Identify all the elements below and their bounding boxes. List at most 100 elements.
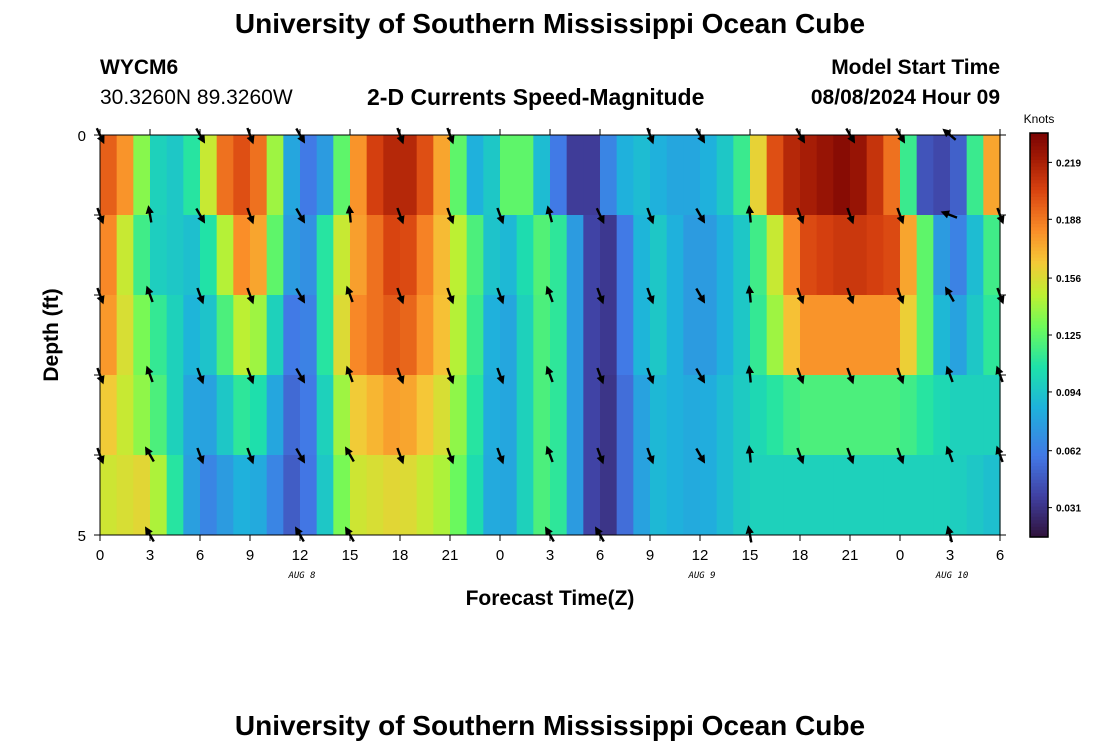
heatmap-cell: [900, 375, 918, 455]
heatmap-cell: [716, 215, 734, 295]
heatmap-cell: [650, 295, 668, 375]
current-vector-arrow: [646, 367, 655, 385]
heatmap-cell: [866, 135, 884, 215]
heatmap-cell: [116, 215, 134, 295]
heatmap-cell: [150, 375, 168, 455]
colorbar-segment: [1030, 149, 1048, 154]
heatmap-cell: [400, 295, 418, 375]
heatmap-cell: [366, 375, 384, 455]
current-vector-arrow: [196, 367, 205, 385]
station-coords: 30.3260N 89.3260W: [100, 86, 293, 109]
date-label: AUG 9: [687, 571, 715, 581]
heatmap-cell: [150, 455, 168, 535]
current-vector-arrow: [695, 287, 706, 304]
current-vector-arrow: [945, 365, 954, 383]
colorbar-segment: [1030, 133, 1048, 137]
heatmap-cell: [450, 215, 468, 295]
colorbar-segment: [1030, 223, 1048, 228]
y-tick-label: 0: [78, 128, 86, 145]
heatmap-cell: [766, 375, 784, 455]
heatmap-cell: [183, 375, 201, 455]
current-vector-arrow: [596, 447, 605, 465]
colorbar-segment: [1030, 304, 1048, 309]
x-tick-label: 6: [596, 547, 604, 564]
heatmap-cell: [850, 135, 868, 215]
heatmap-cell: [916, 135, 934, 215]
heatmap-cell: [750, 455, 768, 535]
heatmap-cell: [183, 215, 201, 295]
colorbar-segment: [1030, 190, 1048, 195]
current-vector-arrow: [246, 447, 255, 465]
heatmap-cell: [450, 455, 468, 535]
colorbar-segment: [1030, 382, 1048, 387]
heatmap-cell: [533, 295, 551, 375]
heatmap-cell: [583, 135, 601, 215]
heatmap-cell: [200, 295, 218, 375]
current-vector-arrow: [345, 204, 355, 223]
current-vector-arrow: [545, 365, 554, 383]
heatmap-cell: [266, 455, 284, 535]
colorbar-segment: [1030, 321, 1048, 326]
heatmap-cell: [683, 135, 701, 215]
x-tick-label: 3: [946, 547, 954, 564]
heatmap-cell: [983, 215, 1001, 295]
heatmap-cell: [700, 375, 718, 455]
heatmap-cell: [533, 375, 551, 455]
heatmap-cell: [616, 295, 634, 375]
heatmap-cell: [433, 135, 451, 215]
station-id: WYCM6: [100, 56, 179, 79]
current-vector-arrow: [646, 287, 655, 305]
heatmap-cell: [266, 215, 284, 295]
current-vector-arrow: [446, 367, 455, 385]
heatmap-cell: [233, 295, 251, 375]
heatmap-cell: [816, 375, 834, 455]
colorbar-tick-label: 0.188: [1056, 215, 1081, 226]
heatmap-cell: [816, 215, 834, 295]
heatmap-cell: [366, 215, 384, 295]
heatmap-cell: [483, 135, 501, 215]
colorbar-segment: [1030, 217, 1048, 222]
current-vector-arrow: [796, 207, 805, 225]
colorbar-segment: [1030, 287, 1048, 292]
colorbar-segment: [1030, 166, 1048, 171]
heatmap-cell: [133, 215, 151, 295]
heatmap-cell: [800, 295, 818, 375]
colorbar-segment: [1030, 170, 1048, 174]
heatmap-cell: [333, 375, 351, 455]
heatmap-cell: [683, 295, 701, 375]
heatmap-cell: [116, 455, 134, 535]
heatmap-cell: [633, 295, 651, 375]
current-vector-arrow: [945, 445, 954, 463]
heatmap-cell: [816, 295, 834, 375]
heatmap-cell: [166, 295, 184, 375]
heatmap-cell: [833, 375, 851, 455]
heatmap-cell: [216, 455, 234, 535]
heatmap-cell: [916, 215, 934, 295]
current-vector-arrow: [246, 207, 255, 225]
colorbar-segment: [1030, 523, 1048, 528]
current-vector-arrow: [646, 447, 655, 465]
heatmap-cell: [716, 295, 734, 375]
heatmap-cell: [483, 295, 501, 375]
x-tick-label: 18: [392, 547, 409, 564]
heatmap-cell: [666, 215, 684, 295]
colorbar-segment: [1030, 186, 1048, 191]
heatmap-cell: [916, 455, 934, 535]
x-tick-label: 18: [792, 547, 809, 564]
heatmap-cell: [783, 295, 801, 375]
heatmap-cell: [566, 455, 584, 535]
heatmap-cell: [833, 215, 851, 295]
heatmap-cell: [950, 455, 968, 535]
heatmap-cell: [633, 375, 651, 455]
heatmap-cell: [150, 295, 168, 375]
colorbar-segment: [1030, 291, 1048, 296]
heatmap-cell: [833, 295, 851, 375]
current-vector-arrow: [295, 447, 306, 464]
colorbar-segment: [1030, 365, 1048, 370]
current-vector-arrow: [940, 210, 958, 219]
x-tick-label: 21: [842, 547, 859, 564]
heatmap-cell: [216, 135, 234, 215]
heatmap-cell: [500, 135, 518, 215]
colorbar-segment: [1030, 402, 1048, 407]
x-tick-label: 9: [246, 547, 254, 564]
